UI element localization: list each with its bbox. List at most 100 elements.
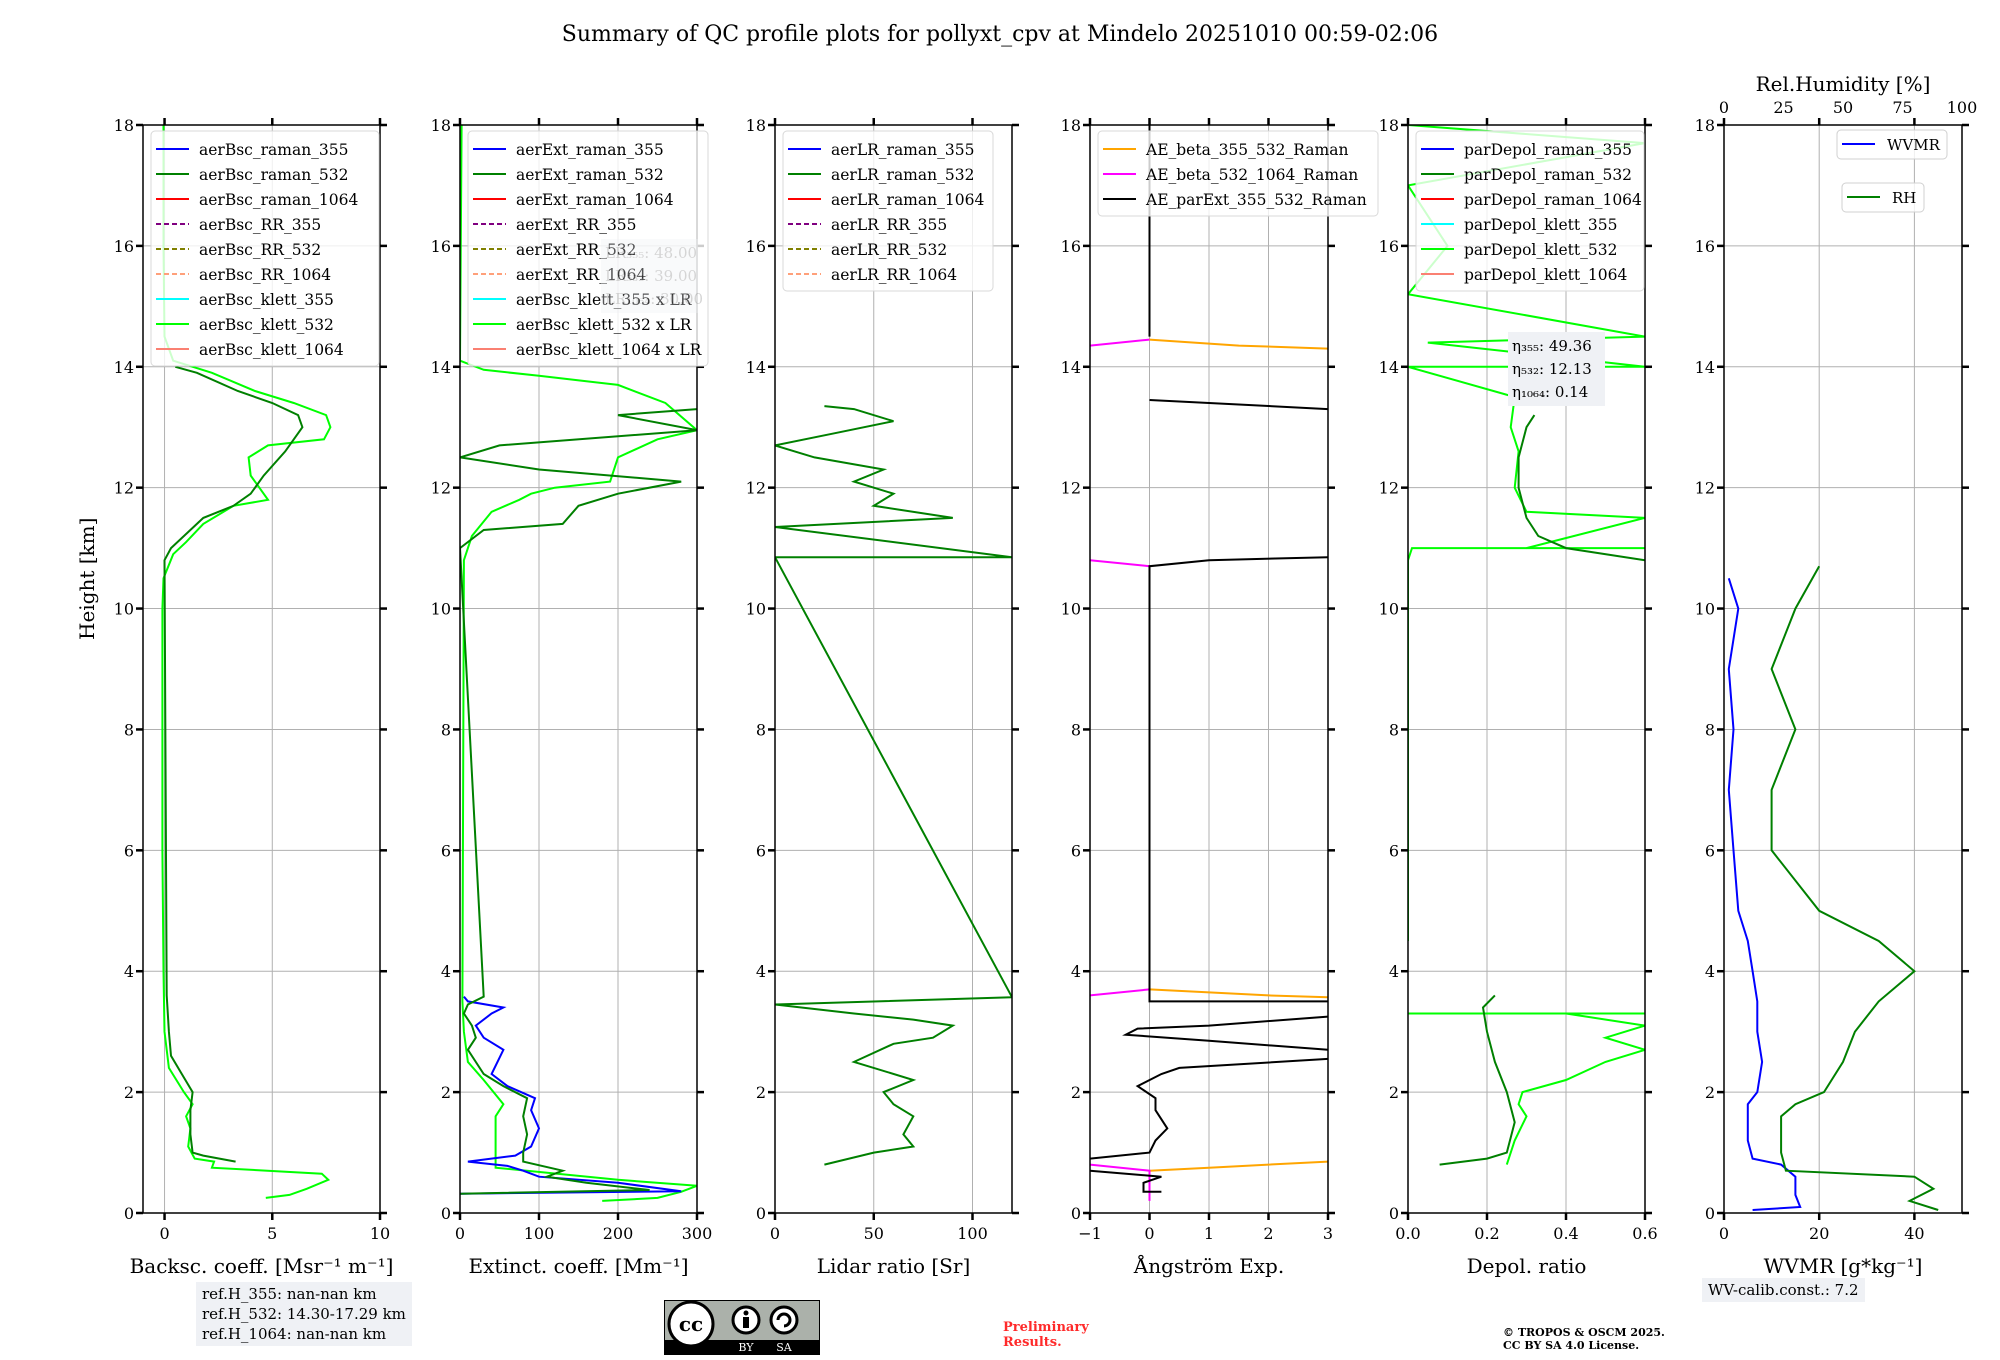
legend-label: RH — [1892, 189, 1916, 207]
series-line-ae-parext-355-532-raman — [1148, 556, 1328, 1003]
y-tick-label: 2 — [124, 1083, 134, 1102]
series-line-ae-beta-532-1064-raman — [1090, 559, 1150, 568]
y-tick-label: 14 — [1061, 358, 1081, 377]
legend-wvmr: WVMR — [1836, 129, 1948, 160]
y-tick-label: 12 — [1061, 479, 1081, 498]
y-tick-label: 8 — [1071, 720, 1081, 739]
legend-label: aerBsc_raman_355 — [199, 141, 349, 159]
ref-height-355: ref.H_355: nan-nan km — [202, 1285, 377, 1303]
top-x-tick-label: 0 — [1719, 98, 1729, 117]
x-axis-label: WVMR [g*kg⁻¹] — [1764, 1254, 1923, 1278]
series-line-pardepol-klett-532 — [1408, 1012, 1645, 1165]
y-tick-label: 14 — [431, 358, 451, 377]
legend-label: aerExt_RR_1064 — [516, 266, 647, 284]
y-tick-label: 14 — [1379, 358, 1399, 377]
top-x-tick-label: 100 — [1947, 98, 1978, 117]
legend-label: AE_beta_532_1064_Raman — [1145, 166, 1358, 184]
legend-label: aerBsc_klett_355 x LR — [516, 291, 693, 309]
y-tick-label: 18 — [114, 116, 134, 135]
series-line-pardepol-klett-532 — [1408, 547, 1645, 941]
x-tick-label: 0 — [1719, 1224, 1729, 1243]
legend-box — [150, 130, 380, 367]
legend-label: aerBsc_raman_1064 — [199, 191, 359, 209]
y-tick-label: 12 — [746, 479, 766, 498]
annotation-line: η₅₃₂: 12.13 — [1512, 360, 1592, 378]
annotation-line: LR₃₅₅: 48.00 — [605, 244, 697, 262]
x-tick-label: 20 — [1809, 1224, 1829, 1243]
x-tick-label: 0 — [455, 1224, 465, 1243]
y-tick-label: 8 — [1705, 720, 1715, 739]
preliminary-line-1: Preliminary — [1003, 1320, 1089, 1335]
series-line-ae-parext-355-532-raman — [1122, 1015, 1328, 1051]
x-tick-label: 0 — [159, 1224, 169, 1243]
x-tick-label: 200 — [603, 1224, 634, 1243]
axes-frame — [1407, 124, 1646, 1214]
legend-label: WVMR — [1887, 136, 1941, 154]
x-tick-label: 2 — [1263, 1224, 1273, 1243]
series-line-ae-beta-532-1064-raman — [1090, 988, 1150, 997]
y-tick-label: 0 — [124, 1204, 134, 1223]
y-tick-label: 16 — [1379, 237, 1399, 256]
y-tick-label: 4 — [1071, 962, 1081, 981]
cc-badge-by-text: BY — [738, 1341, 754, 1354]
reference-height-box: ref.H_355: nan-nan km ref.H_532: 14.30-1… — [196, 1282, 412, 1346]
annotation-box — [1508, 332, 1605, 406]
y-tick-label: 2 — [756, 1083, 766, 1102]
y-tick-label: 8 — [124, 720, 134, 739]
legend-label: aerBsc_klett_355 — [199, 291, 334, 309]
legend-label: aerLR_raman_532 — [831, 166, 974, 184]
y-tick-label: 18 — [746, 116, 766, 135]
legend: AE_beta_355_532_Raman AE_beta_532_1064_Ra… — [1097, 130, 1379, 217]
series-line-ae-beta-355-532-raman — [1149, 988, 1328, 999]
legend-box — [467, 130, 709, 367]
x-tick-label: 40 — [1904, 1224, 1924, 1243]
y-tick-label: 10 — [1695, 600, 1715, 619]
cc-badge-cc-text: cc — [679, 1312, 703, 1336]
y-tick-label: 16 — [114, 237, 134, 256]
legend-label: aerBsc_klett_532 x LR — [516, 316, 693, 334]
y-tick-label: 18 — [1061, 116, 1081, 135]
y-tick-label: 12 — [431, 479, 451, 498]
preliminary-line-2: Results. — [1003, 1335, 1062, 1350]
series-line-aerlr-raman-532 — [775, 405, 1012, 1166]
y-tick-label: 4 — [1389, 962, 1399, 981]
top-x-tick-label: 25 — [1773, 98, 1793, 117]
preliminary-results-note: Preliminary Results. — [1003, 1320, 1089, 1350]
series-line-ae-beta-355-532-raman — [1149, 338, 1328, 350]
legend-label: aerLR_raman_1064 — [831, 191, 984, 209]
top-x-tick-label: 50 — [1833, 98, 1853, 117]
panel-extinction: 0 2 4 6 8 10 12 14 16 18 0 100 200 300 Extinct. coeff.… — [431, 116, 713, 1278]
legend-box — [1415, 130, 1645, 292]
legend: parDepol_raman_355 parDepol_raman_532 parD… — [1415, 130, 1645, 292]
y-tick-label: 2 — [1705, 1083, 1715, 1102]
y-tick-label: 2 — [1071, 1083, 1081, 1102]
series-line-aerext-raman-355 — [460, 995, 682, 1195]
series-line-ae-beta-355-532-raman — [1149, 1160, 1328, 1172]
y-tick-label: 6 — [1389, 841, 1399, 860]
y-tick-label: 2 — [441, 1083, 451, 1102]
x-tick-label: −1 — [1078, 1224, 1102, 1243]
plot-area — [161, 125, 332, 1199]
y-tick-label: 16 — [431, 237, 451, 256]
legend-rh: RH — [1841, 182, 1925, 213]
y-tick-label: 18 — [1379, 116, 1399, 135]
plot-area — [1727, 565, 1939, 1211]
annotation-extinction: LR₃₅₅: 48.00 LR₅₃₂: 39.00 LR₁₀₆₄: 30.00 — [601, 239, 703, 313]
y-tick-label: 6 — [756, 841, 766, 860]
legend-label: parDepol_raman_1064 — [1464, 191, 1642, 209]
legend-label: aerExt_RR_355 — [516, 216, 637, 234]
series-line-ae-parext-355-532-raman — [1149, 399, 1328, 411]
x-tick-label: 5 — [267, 1224, 277, 1243]
x-tick-label: 0 — [1144, 1224, 1154, 1243]
legend-label: aerBsc_klett_532 — [199, 316, 334, 334]
panel-backscatter: 0 2 4 6 8 10 12 14 16 18 0 5 10 Backsc. coeff. [Msr⁻¹… — [114, 116, 394, 1278]
legend-box — [1097, 130, 1379, 217]
legend-label: parDepol_raman_355 — [1464, 141, 1632, 159]
y-tick-label: 8 — [441, 720, 451, 739]
x-axis-label: Backsc. coeff. [Msr⁻¹ m⁻¹] — [130, 1254, 394, 1278]
x-tick-label: 3 — [1323, 1224, 1333, 1243]
series-line-pardepol-raman-532 — [1517, 414, 1645, 562]
legend-label: parDepol_klett_532 — [1464, 241, 1617, 259]
